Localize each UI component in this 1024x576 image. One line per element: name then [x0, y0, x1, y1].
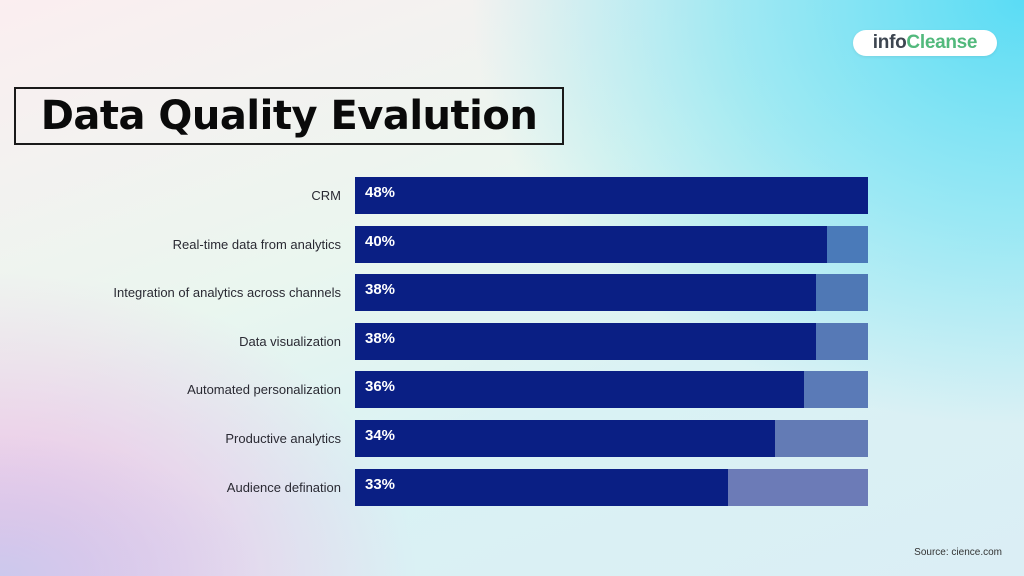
- bar: [355, 420, 775, 457]
- logo-part-info: info: [872, 32, 907, 53]
- category-label: Automated personalization: [187, 382, 341, 398]
- bar-track: 36%: [355, 371, 868, 409]
- bar: [355, 274, 816, 312]
- bar: [355, 468, 728, 506]
- bar: [355, 177, 868, 214]
- value-label: 38%: [365, 329, 396, 347]
- bar-track: 38%: [355, 322, 868, 360]
- chart-title-box: Data Quality Evalution: [14, 87, 564, 145]
- category-label: CRM: [311, 188, 341, 203]
- bar: [355, 225, 827, 263]
- bar-track: 48%: [355, 177, 868, 214]
- category-label: Integration of analytics across channels: [113, 285, 341, 301]
- source-note: Source: cience.com: [914, 547, 1002, 558]
- category-label: Audience defination: [226, 479, 341, 495]
- value-label: 38%: [365, 281, 396, 299]
- bar-track: 33%: [355, 468, 868, 506]
- bar-track: 34%: [355, 420, 868, 457]
- category-label: Productive analytics: [225, 431, 341, 446]
- logo-part-cleanse: Cleanse: [906, 32, 978, 53]
- bar-track: 38%: [355, 274, 868, 312]
- value-label: 34%: [365, 427, 396, 444]
- value-label: 40%: [365, 232, 396, 250]
- bar: [355, 322, 816, 360]
- category-label: Data visualization: [239, 333, 341, 349]
- value-label: 36%: [365, 378, 396, 396]
- bar: [355, 371, 804, 409]
- category-label: Real-time data from analytics: [172, 236, 341, 252]
- background-tint: [0, 436, 260, 576]
- bar-track: 40%: [355, 225, 868, 263]
- value-label: 33%: [365, 475, 396, 493]
- infocleanse-logo: info Cleanse: [853, 30, 997, 56]
- chart-title: Data Quality Evalution: [40, 93, 538, 139]
- value-label: 48%: [365, 184, 396, 201]
